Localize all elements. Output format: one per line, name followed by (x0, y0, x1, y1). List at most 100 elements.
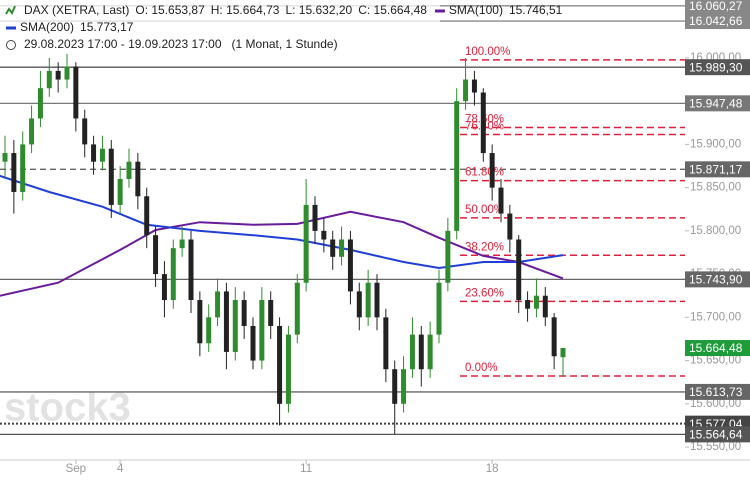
candle-body (542, 295, 548, 318)
candle-body (409, 334, 415, 370)
candle-body (206, 317, 212, 344)
instrument: DAX (XETRA, Last) (24, 3, 129, 17)
candle-body (161, 274, 167, 301)
candle-body (135, 161, 141, 197)
candle-body (215, 291, 221, 318)
candle-body (436, 282, 442, 335)
level-box (685, 383, 750, 400)
legend-name: SMA(100) (449, 3, 503, 17)
y-tick-label: 15.850,00 (690, 182, 741, 194)
candle-body (471, 79, 477, 93)
level-box (685, 161, 750, 178)
candle-body (46, 70, 52, 89)
level-label: 15.613,73 (689, 385, 743, 399)
candle-body (170, 248, 176, 301)
ohlc-label: L: 15.632,20 (285, 3, 352, 17)
clock-icon (6, 40, 16, 50)
x-tick-label: 11 (300, 463, 312, 475)
legend-name: SMA(200) (20, 20, 74, 34)
candle-body (117, 178, 123, 205)
level-label: 16.042,66 (689, 14, 743, 28)
candle-body (99, 148, 105, 162)
candle-body (454, 101, 460, 231)
candle-body (339, 239, 345, 257)
candle-body (303, 204, 309, 283)
candle-body (91, 144, 97, 162)
candle-body (285, 334, 291, 404)
candle-body (507, 213, 513, 240)
y-tick-label: 15.650,00 (690, 355, 741, 367)
level-box (685, 13, 750, 30)
candle-body (445, 230, 451, 283)
level-label: 15.743,90 (689, 273, 743, 287)
candle-body (489, 153, 495, 188)
candle-body (223, 291, 229, 352)
candle-body (55, 70, 61, 80)
candle-body (560, 348, 566, 358)
candle-body (392, 369, 398, 404)
candle-body (232, 300, 238, 352)
candle-body (268, 300, 274, 326)
sma-line (0, 210, 564, 297)
level-label: 15.564,64 (689, 428, 743, 442)
ohlc-label: O: 15.653,87 (135, 3, 205, 17)
period: 29.08.2023 17:00 - 19.09.2023 17:00 (24, 37, 222, 51)
candle-body (463, 79, 469, 102)
candle-body (383, 317, 389, 370)
candle-body (418, 334, 424, 370)
fib-label: 61.80% (465, 167, 504, 179)
fib-label: 50.00% (465, 204, 504, 216)
candle-body (533, 295, 539, 309)
candle-body (153, 235, 159, 275)
candle-body (498, 187, 504, 214)
candle-body (347, 239, 353, 292)
level-box (685, 271, 750, 288)
fib-label: 23.60% (465, 287, 504, 299)
resolution: (1 Monat, 1 Stunde) (232, 37, 338, 51)
header-bg (0, 0, 440, 54)
candle-body (427, 334, 433, 370)
level-label: 15.871,17 (689, 162, 743, 176)
ohlc-label: H: 15.664,73 (211, 3, 280, 17)
candle-body (250, 325, 256, 361)
candle-body (29, 118, 35, 145)
x-tick-label: Sep (66, 463, 86, 475)
candle-body (64, 66, 70, 80)
candle-body (356, 291, 362, 318)
candle-body (551, 317, 557, 357)
candle-body (277, 325, 283, 404)
watermark: stock3 (4, 386, 131, 430)
candle-body (516, 239, 522, 301)
candle-body (197, 300, 203, 344)
candle-body (73, 66, 79, 119)
candle-body (321, 230, 327, 240)
candle-body (108, 148, 114, 205)
candle-body (37, 88, 43, 119)
sma-line (0, 174, 564, 270)
candle-body (241, 300, 247, 326)
candle-body (259, 300, 265, 361)
x-tick-label: 18 (486, 463, 499, 475)
legend-value: 15.746,51 (509, 3, 563, 17)
level-label: 15.664,48 (689, 341, 743, 355)
candle-body (525, 300, 531, 309)
icon (5, 5, 16, 15)
fib-label: 38.20% (465, 241, 504, 253)
candle-body (20, 144, 26, 192)
level-label: 15.947,48 (689, 97, 743, 111)
candle-body (330, 239, 336, 257)
candle-body (188, 239, 194, 301)
fib-label: 0.00% (465, 362, 498, 374)
candle-body (126, 161, 132, 179)
candle-body (374, 282, 380, 318)
level-label: 15.989,30 (689, 60, 743, 74)
candle-body (179, 239, 185, 249)
plot: stock3100.00%78.60%76.40%61.80%50.00%38.… (0, 5, 685, 436)
y-tick-label: 15.900,00 (690, 138, 741, 150)
y-tick-label: 15.550,00 (690, 441, 741, 453)
level-box (685, 340, 750, 357)
candle-body (294, 282, 300, 335)
candle-body (365, 282, 371, 318)
level-box (685, 426, 750, 443)
